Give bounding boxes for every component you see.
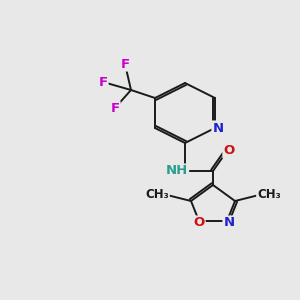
Text: N: N: [224, 217, 235, 230]
Text: CH₃: CH₃: [145, 188, 169, 202]
Text: F: F: [120, 58, 130, 70]
Text: F: F: [110, 101, 120, 115]
Text: F: F: [98, 76, 108, 88]
Text: N: N: [212, 122, 224, 134]
Text: O: O: [224, 145, 235, 158]
Text: NH: NH: [166, 164, 188, 178]
Text: O: O: [194, 217, 205, 230]
Text: CH₃: CH₃: [257, 188, 281, 202]
